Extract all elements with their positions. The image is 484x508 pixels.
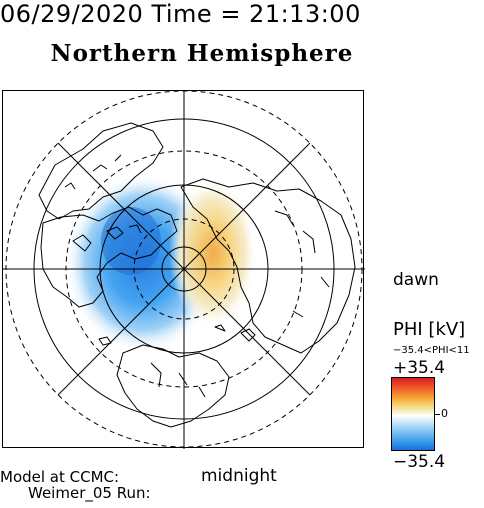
hemisphere-title: Northern Hemisphere <box>50 40 354 67</box>
colorbar-range-text: −35.4<PHI<11 <box>393 345 470 356</box>
run-label: Weimer_05 Run: <box>28 484 151 502</box>
midnight-label: midnight <box>201 466 277 486</box>
colorbar-min-label: −35.4 <box>393 452 446 472</box>
model-label: Model at CCMC: <box>0 468 120 486</box>
colorbar-zero-tick <box>435 414 440 415</box>
polar-potential-map <box>3 91 365 449</box>
polar-map-frame <box>2 90 365 449</box>
colorbar-max-label: +35.4 <box>393 358 446 378</box>
date-time-title: 06/29/2020 Time = 21:13:00 <box>0 0 361 28</box>
coastlines <box>38 122 356 428</box>
local-time-lines <box>3 91 365 449</box>
dawn-label: dawn <box>393 270 439 290</box>
colorbar-title: PHI [kV] <box>393 319 466 340</box>
positive-potential-cell <box>169 178 257 328</box>
colorbar-zero-label: 0 <box>441 407 448 420</box>
colorbar <box>391 377 435 451</box>
